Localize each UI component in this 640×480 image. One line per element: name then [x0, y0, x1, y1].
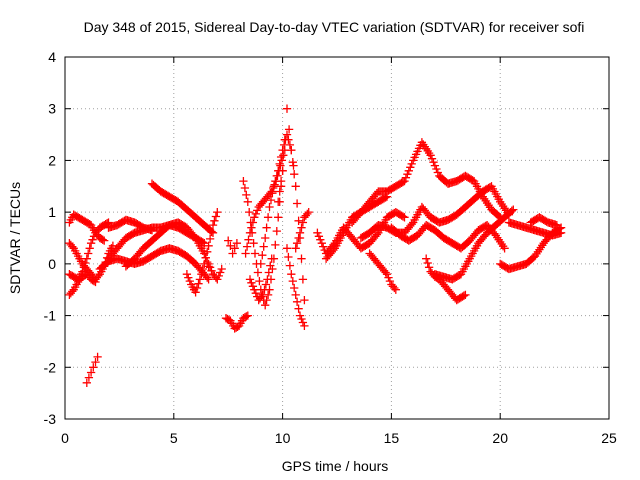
- x-tick-label: 15: [384, 430, 400, 446]
- data-point-markers: [82, 352, 102, 387]
- y-tick-label: -3: [44, 411, 57, 427]
- data-point-markers: [282, 244, 309, 331]
- data-series-arc-27: [387, 220, 509, 253]
- data-series-arc-17: [245, 254, 276, 305]
- data-series-arc-12: [204, 259, 226, 284]
- y-tick-label: -1: [44, 308, 57, 324]
- data-point-markers: [274, 104, 298, 206]
- plot-frame: [64, 56, 610, 420]
- data-point-markers: [104, 215, 157, 235]
- axes: 0 5 10 15 20 25 -3 -2 -1 0 1 2 3 4: [44, 49, 617, 446]
- data-series-arc-14: [221, 311, 252, 333]
- data-point-markers: [95, 244, 213, 284]
- data-series-arc-32: [526, 213, 561, 230]
- data-point-markers: [221, 311, 252, 333]
- y-tick-label: 2: [48, 152, 56, 168]
- data-point-markers: [526, 213, 561, 230]
- chart-title: Day 348 of 2015, Sidereal Day-to-day VTE…: [84, 19, 585, 35]
- y-tick-label: 3: [48, 101, 56, 117]
- data-point-markers: [121, 218, 213, 271]
- data-series-arc-05: [82, 352, 102, 387]
- data-series-arc-26: [365, 249, 400, 294]
- data-point-markers: [147, 179, 218, 237]
- data-series-arc-06: [95, 244, 213, 284]
- data-series-arc-19: [274, 104, 298, 206]
- data-series-arc-20: [282, 244, 309, 331]
- x-tick-label: 20: [492, 430, 508, 446]
- data-point-markers: [365, 249, 400, 294]
- data-point-markers: [224, 236, 242, 258]
- y-tick-label: 0: [48, 256, 56, 272]
- data-series-arc-11: [182, 207, 222, 297]
- y-axis-label: SDTVAR / TECUs: [7, 182, 23, 294]
- x-tick-label: 10: [275, 430, 291, 446]
- data-point-markers: [204, 259, 226, 284]
- y-tick-label: 4: [48, 49, 56, 65]
- data-series-arc-13: [224, 236, 242, 258]
- data-point-markers: [65, 210, 109, 245]
- data-series-arc-24: [348, 138, 505, 227]
- data-point-markers: [182, 207, 222, 297]
- y-tick-label: -2: [44, 359, 57, 375]
- x-axis-label: GPS time / hours: [282, 458, 389, 474]
- x-tick-label: 25: [601, 430, 617, 446]
- x-tick-label: 5: [170, 430, 178, 446]
- data-series-arc-04: [65, 210, 109, 245]
- data-point-markers: [291, 207, 313, 253]
- data-point-markers: [504, 218, 566, 240]
- data-series-arc-21: [291, 207, 313, 253]
- y-tick-label: 1: [48, 204, 56, 220]
- data-point-markers: [387, 220, 509, 253]
- data-points: [65, 104, 566, 387]
- data-series-arc-29: [430, 205, 518, 284]
- data-series-arc-31: [504, 218, 566, 240]
- data-point-markers: [430, 205, 518, 284]
- x-tick-label: 0: [61, 430, 69, 446]
- data-series-arc-09: [121, 218, 213, 271]
- data-series-arc-10: [147, 179, 218, 237]
- data-point-markers: [348, 138, 505, 227]
- data-series-arc-08: [104, 215, 157, 235]
- data-point-markers: [245, 254, 276, 305]
